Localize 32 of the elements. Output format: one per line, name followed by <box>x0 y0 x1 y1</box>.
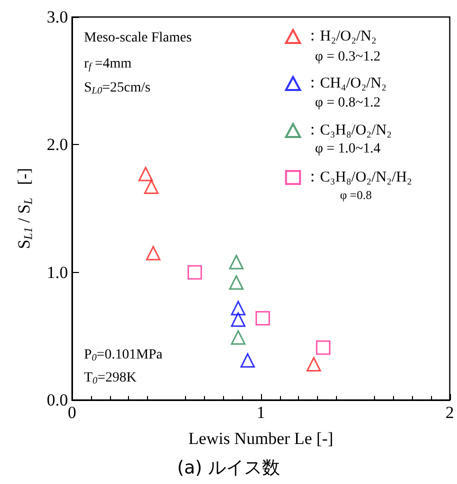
annotation: φ =0.8 <box>340 188 372 202</box>
point <box>306 357 322 372</box>
point <box>230 312 246 327</box>
text: (a) ルイス数 <box>177 458 280 478</box>
point <box>146 246 160 260</box>
point <box>230 300 246 316</box>
x-tick-label: 2 <box>446 403 454 422</box>
x-axis-title: Lewis Number Le [-] <box>188 429 334 448</box>
x-tick-label: 0 <box>68 403 76 422</box>
point <box>230 330 246 345</box>
point <box>144 180 159 194</box>
y-axis-title: SL1 / SL [-] <box>14 168 35 250</box>
y-tick-label: 3.0 <box>46 8 68 26</box>
point <box>256 311 270 326</box>
annotation: Meso-scale Flames <box>84 30 192 46</box>
y-tick-label: 0.0 <box>46 390 68 410</box>
y-tick-label: 2.0 <box>46 135 68 154</box>
annotation: φ = 1.0~1.4 <box>315 142 381 156</box>
point <box>316 340 330 355</box>
point <box>188 265 202 280</box>
point <box>229 254 244 270</box>
y-tick-label: 1.0 <box>46 262 68 282</box>
legend-label: ：C₃H₈/O₂/N₂ <box>305 122 392 138</box>
legend-label: ：CH₄/O₂/N₂ <box>305 76 387 92</box>
x-tick-label: 1 <box>256 403 266 422</box>
point <box>138 166 153 182</box>
legend-label: ：C₃H₈/O₂/N₂/H₂ <box>305 170 412 186</box>
annotation: φ = 0.8~1.2 <box>315 96 381 110</box>
annotation: φ = 0.3~1.2 <box>315 50 381 64</box>
legend-label: ：H₂/O₂/N₂ <box>305 28 377 44</box>
point <box>229 275 244 290</box>
point <box>240 353 255 368</box>
